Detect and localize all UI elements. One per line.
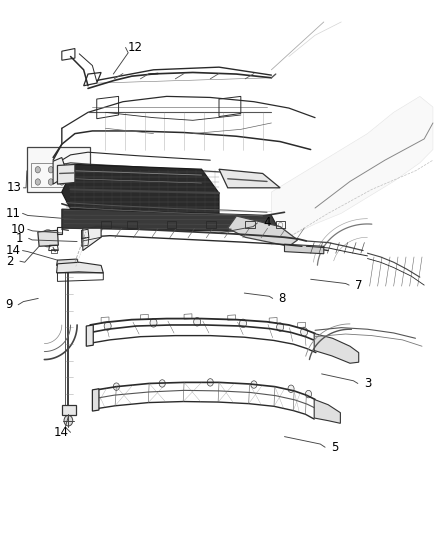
Text: 8: 8 xyxy=(279,292,286,305)
Polygon shape xyxy=(314,399,340,423)
Circle shape xyxy=(59,166,64,173)
Bar xyxy=(31,163,66,187)
Polygon shape xyxy=(314,334,359,364)
Circle shape xyxy=(194,318,201,326)
Circle shape xyxy=(71,179,77,185)
Circle shape xyxy=(48,166,53,173)
Text: 2: 2 xyxy=(7,255,14,268)
Polygon shape xyxy=(57,259,78,265)
Circle shape xyxy=(41,230,55,247)
Text: 13: 13 xyxy=(7,181,21,195)
Polygon shape xyxy=(86,325,93,346)
Circle shape xyxy=(150,319,157,327)
Circle shape xyxy=(71,166,77,173)
Polygon shape xyxy=(62,165,219,214)
Circle shape xyxy=(277,323,284,332)
Text: 9: 9 xyxy=(5,298,12,311)
Circle shape xyxy=(305,390,311,398)
Polygon shape xyxy=(57,262,103,273)
Circle shape xyxy=(35,166,40,173)
Circle shape xyxy=(104,322,111,330)
Circle shape xyxy=(240,319,247,328)
Bar xyxy=(27,147,90,192)
Polygon shape xyxy=(62,405,76,415)
Text: 10: 10 xyxy=(11,223,25,236)
Circle shape xyxy=(48,179,53,185)
Circle shape xyxy=(300,328,307,336)
Polygon shape xyxy=(83,228,101,251)
Polygon shape xyxy=(57,165,75,184)
Polygon shape xyxy=(228,216,297,246)
Text: 5: 5 xyxy=(331,441,339,454)
Polygon shape xyxy=(38,230,58,246)
Polygon shape xyxy=(53,158,66,184)
Text: 3: 3 xyxy=(364,377,371,390)
Circle shape xyxy=(113,383,120,390)
Polygon shape xyxy=(62,209,280,232)
Polygon shape xyxy=(92,389,99,411)
Circle shape xyxy=(64,415,73,426)
Polygon shape xyxy=(272,96,433,245)
Text: 11: 11 xyxy=(5,207,21,220)
Text: 7: 7 xyxy=(355,279,363,292)
Text: 14: 14 xyxy=(5,244,21,257)
Circle shape xyxy=(129,174,148,198)
Circle shape xyxy=(251,381,257,388)
Text: 4: 4 xyxy=(263,216,271,229)
Circle shape xyxy=(35,179,40,185)
Circle shape xyxy=(59,179,64,185)
Circle shape xyxy=(288,385,294,392)
Circle shape xyxy=(207,378,213,386)
Circle shape xyxy=(159,379,165,387)
Text: 14: 14 xyxy=(53,426,68,439)
Text: 1: 1 xyxy=(15,232,23,245)
Polygon shape xyxy=(285,244,324,254)
Text: 12: 12 xyxy=(127,41,143,54)
Polygon shape xyxy=(219,169,280,188)
